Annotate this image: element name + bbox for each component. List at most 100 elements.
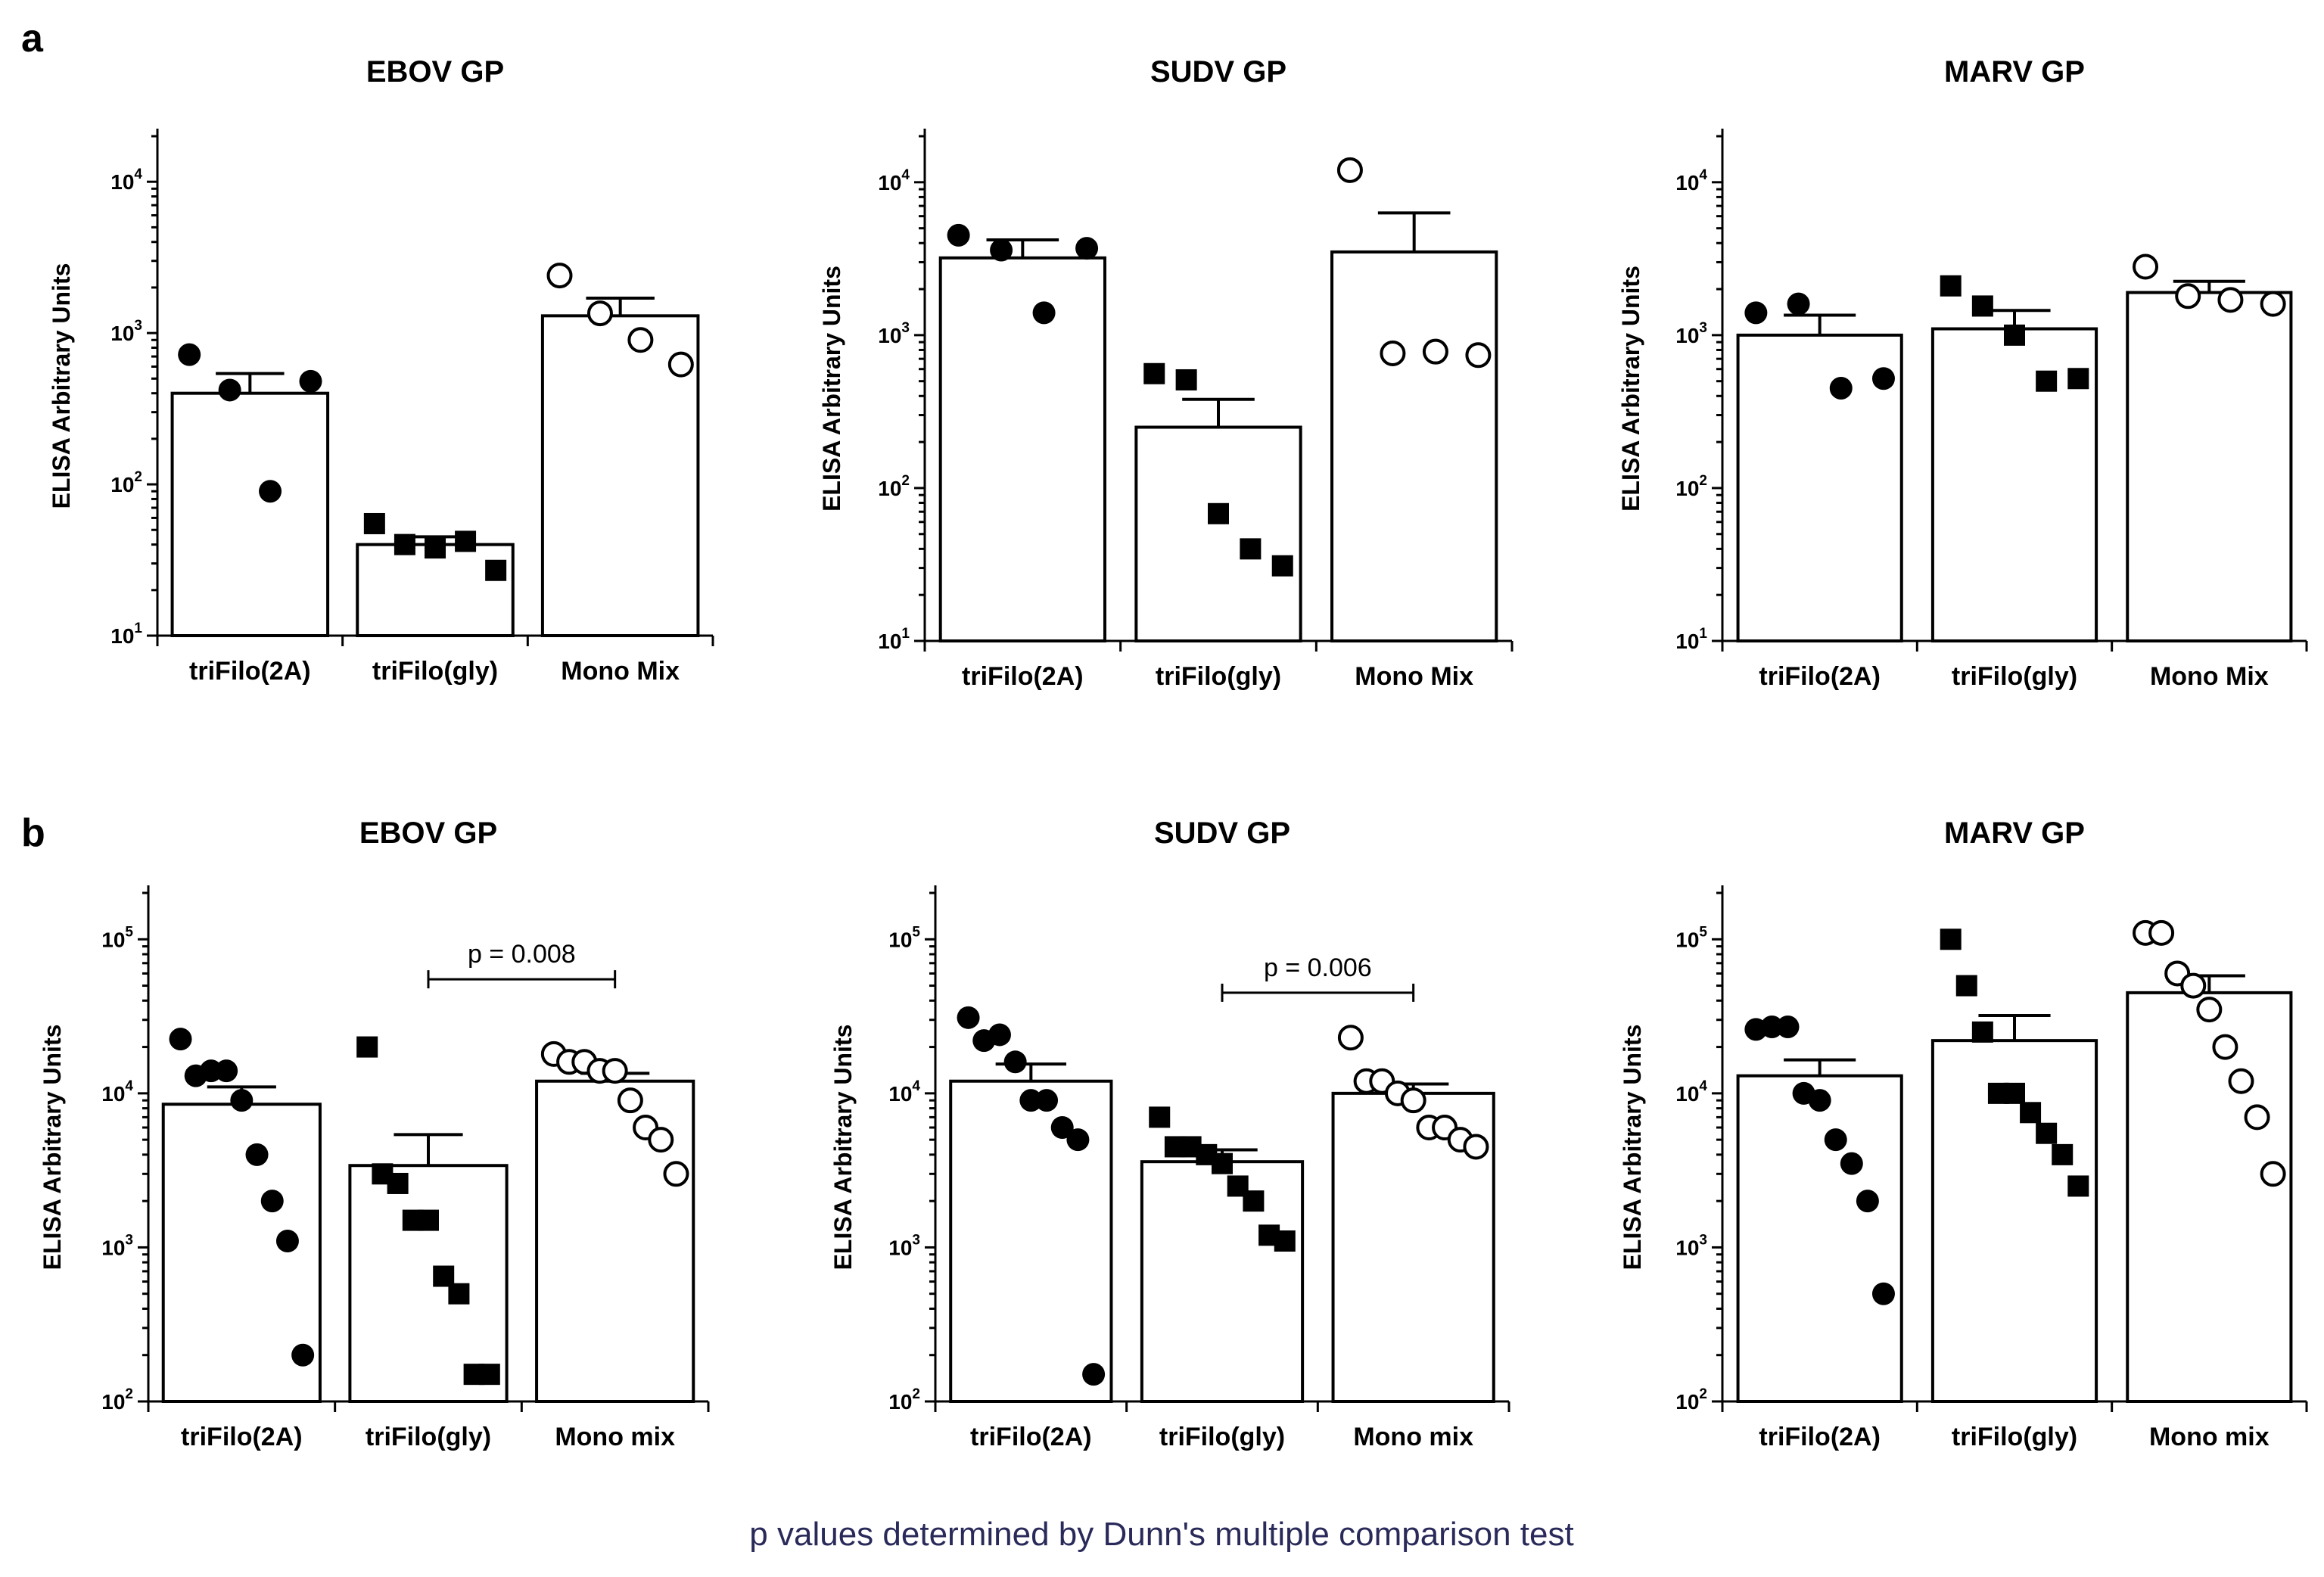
- data-point: [2260, 1161, 2286, 1187]
- y-tick-label: 102: [1675, 473, 1707, 500]
- x-tick-label: Mono mix: [2149, 1423, 2270, 1451]
- x-tick-label: triFilo(2A): [1759, 662, 1881, 691]
- data-point: [1824, 1128, 1847, 1152]
- data-point: [425, 537, 446, 559]
- data-point: [1143, 362, 1165, 384]
- significance-label: p = 0.006: [1264, 953, 1372, 982]
- y-tick-label: 102: [888, 1386, 920, 1414]
- data-point: [1175, 369, 1197, 390]
- bar-0: [1736, 1074, 1903, 1403]
- data-point: [1856, 1190, 1879, 1213]
- data-point: [275, 1230, 299, 1253]
- bar-2: [1330, 250, 1498, 642]
- chart-2: MARV GP ELISA Arbitrary Units triFilo(2A) t…: [1617, 55, 2308, 691]
- data-point: [1240, 538, 1262, 560]
- data-point: [1050, 1116, 1074, 1140]
- x-tick-label: triFilo(2A): [189, 657, 311, 686]
- data-point: [1787, 292, 1810, 316]
- y-tick-label: 104: [1675, 167, 1707, 194]
- data-point: [259, 480, 282, 503]
- data-point: [663, 1161, 689, 1187]
- bar-2: [2126, 991, 2293, 1403]
- data-point: [988, 1023, 1011, 1047]
- data-point: [485, 559, 507, 581]
- data-point: [2260, 291, 2286, 317]
- chart-title: EBOV GP: [366, 55, 504, 89]
- y-axis-label: ELISA Arbitrary Units: [1617, 266, 1644, 512]
- data-point: [667, 351, 694, 378]
- bar-1: [1134, 425, 1302, 643]
- data-point: [2036, 1122, 2058, 1144]
- y-tick-label: 104: [878, 167, 910, 194]
- x-tick-label: triFilo(2A): [962, 662, 1084, 691]
- data-point: [1971, 1021, 1993, 1043]
- data-point: [2004, 324, 2025, 346]
- bar-2: [535, 1079, 695, 1404]
- data-point: [1971, 295, 1993, 317]
- bar-0: [170, 391, 330, 637]
- x-tick-label: triFilo(2A): [181, 1423, 303, 1451]
- data-point: [1380, 340, 1406, 366]
- y-tick-label: 104: [1675, 1078, 1707, 1106]
- data-point: [215, 1059, 238, 1083]
- y-axis-label: ELISA Arbitrary Units: [1619, 1025, 1646, 1271]
- y-tick-label: 105: [1675, 924, 1707, 951]
- data-point: [1212, 1152, 1233, 1174]
- charts-container: EBOV GP ELISA Arbitrary Units triFilo(2A) t…: [39, 55, 2308, 1451]
- data-point: [245, 1143, 269, 1166]
- data-point: [1208, 502, 1229, 524]
- data-point: [2212, 1034, 2238, 1060]
- data-point: [1082, 1363, 1106, 1386]
- data-point: [1840, 1152, 1863, 1175]
- x-tick-label: triFilo(gly): [1156, 662, 1281, 691]
- significance-label: p = 0.008: [468, 940, 576, 969]
- data-point: [230, 1089, 254, 1112]
- data-point: [260, 1190, 284, 1213]
- data-point: [1400, 1087, 1426, 1114]
- chart-title: SUDV GP: [1154, 816, 1290, 850]
- data-point: [1955, 975, 1977, 997]
- data-point: [2228, 1068, 2254, 1094]
- x-tick-label: triFilo(gly): [366, 1423, 491, 1451]
- data-point: [2020, 1102, 2042, 1124]
- data-point: [478, 1364, 500, 1386]
- panel-letter-b: b: [21, 811, 45, 855]
- x-tick-label: triFilo(gly): [372, 657, 498, 686]
- data-point: [1776, 1016, 1800, 1039]
- data-point: [617, 1087, 643, 1114]
- data-point: [1032, 301, 1056, 325]
- data-point: [418, 1209, 439, 1231]
- data-point: [169, 1028, 192, 1051]
- data-point: [363, 512, 385, 534]
- y-tick-label: 101: [1675, 626, 1707, 653]
- panel-letter-a: a: [21, 17, 44, 61]
- x-tick-label: Mono Mix: [2150, 662, 2269, 691]
- data-point: [1422, 338, 1448, 365]
- chart-3: EBOV GP ELISA Arbitrary Units triFilo(2A) t…: [39, 816, 710, 1451]
- x-tick-label: Mono Mix: [561, 657, 680, 686]
- data-point: [1271, 555, 1293, 577]
- x-tick-label: Mono Mix: [1355, 662, 1473, 691]
- data-point: [2067, 1175, 2089, 1197]
- data-point: [455, 530, 477, 552]
- y-tick-label: 104: [888, 1078, 920, 1106]
- data-point: [586, 300, 613, 327]
- y-tick-label: 102: [878, 473, 910, 500]
- chart-title: SUDV GP: [1150, 55, 1286, 89]
- data-point: [218, 378, 241, 402]
- x-tick-label: triFilo(2A): [970, 1423, 1092, 1451]
- y-tick-label: 102: [1675, 1386, 1707, 1414]
- data-point: [2196, 997, 2223, 1023]
- data-point: [957, 1006, 980, 1029]
- chart-4: SUDV GP ELISA Arbitrary Units triFilo(2A) t…: [829, 816, 1510, 1451]
- x-tick-label: Mono mix: [555, 1423, 675, 1451]
- x-tick-label: triFilo(2A): [1759, 1423, 1881, 1451]
- data-point: [2052, 1143, 2074, 1165]
- y-tick-label: 104: [101, 1078, 133, 1106]
- data-point: [2175, 283, 2201, 309]
- y-tick-label: 105: [888, 924, 920, 951]
- data-point: [2148, 919, 2175, 946]
- data-point: [1019, 1089, 1043, 1112]
- data-point: [1066, 1128, 1090, 1152]
